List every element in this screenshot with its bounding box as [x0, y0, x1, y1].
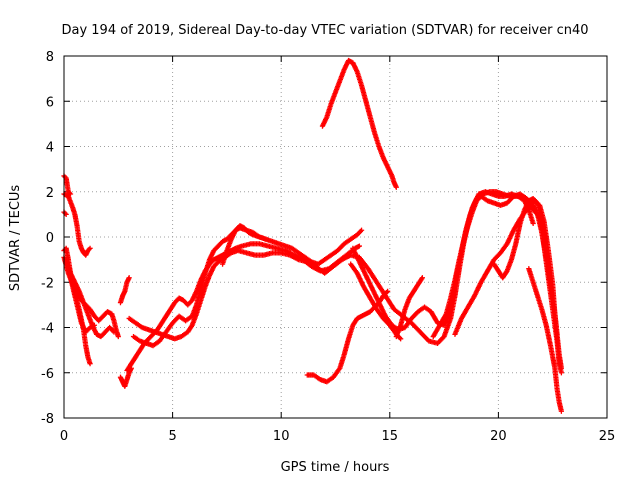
data-point — [91, 322, 98, 328]
y-tick-label: -6 — [41, 367, 54, 382]
y-tick-label: -8 — [41, 412, 54, 427]
data-point — [62, 210, 68, 216]
y-tick-label: 8 — [46, 50, 54, 65]
data-point — [530, 220, 536, 227]
data-series — [65, 266, 98, 335]
data-point — [398, 336, 404, 342]
data-series — [491, 195, 549, 281]
data-point — [111, 329, 117, 335]
data-series — [61, 191, 93, 258]
data-point — [87, 245, 93, 251]
y-tick-label: 2 — [46, 186, 54, 201]
data-point — [385, 288, 391, 294]
data-series — [393, 275, 425, 340]
x-axis-label: GPS time / hours — [281, 460, 390, 475]
data-point — [356, 243, 362, 249]
data-point — [558, 370, 564, 376]
data-series — [319, 57, 399, 190]
grid — [63, 55, 608, 419]
data-point — [115, 333, 121, 340]
plot-frame — [63, 55, 608, 419]
data-point — [126, 275, 132, 281]
y-tick-label: 0 — [46, 231, 54, 246]
x-tick-label: 0 — [60, 429, 68, 444]
y-tick-label: 4 — [46, 141, 54, 156]
x-tick-label: 25 — [599, 429, 616, 444]
x-tick-label: 15 — [382, 429, 399, 444]
data-point — [558, 365, 564, 371]
data-point — [393, 184, 399, 190]
data-series — [526, 266, 564, 414]
x-tick-label: 20 — [490, 429, 507, 444]
data-point — [419, 275, 425, 281]
data-series — [61, 173, 74, 197]
data-series — [219, 223, 269, 267]
x-tick-label: 5 — [168, 429, 176, 444]
y-tick-label: -4 — [41, 322, 54, 337]
y-axis-label: SDTVAR / TECUs — [8, 185, 23, 292]
data-points — [61, 57, 564, 414]
data-series — [117, 275, 132, 306]
data-series — [61, 209, 69, 217]
data-point — [558, 408, 564, 414]
data-point — [543, 238, 549, 245]
data-point — [358, 227, 365, 233]
y-tick-label: -2 — [41, 276, 54, 291]
data-series — [430, 189, 536, 340]
chart-title: Day 194 of 2019, Sidereal Day-to-day VTE… — [61, 23, 588, 38]
data-point — [87, 361, 93, 367]
x-tick-label: 10 — [273, 429, 290, 444]
data-point — [263, 236, 269, 242]
y-tick-label: 6 — [46, 95, 54, 110]
